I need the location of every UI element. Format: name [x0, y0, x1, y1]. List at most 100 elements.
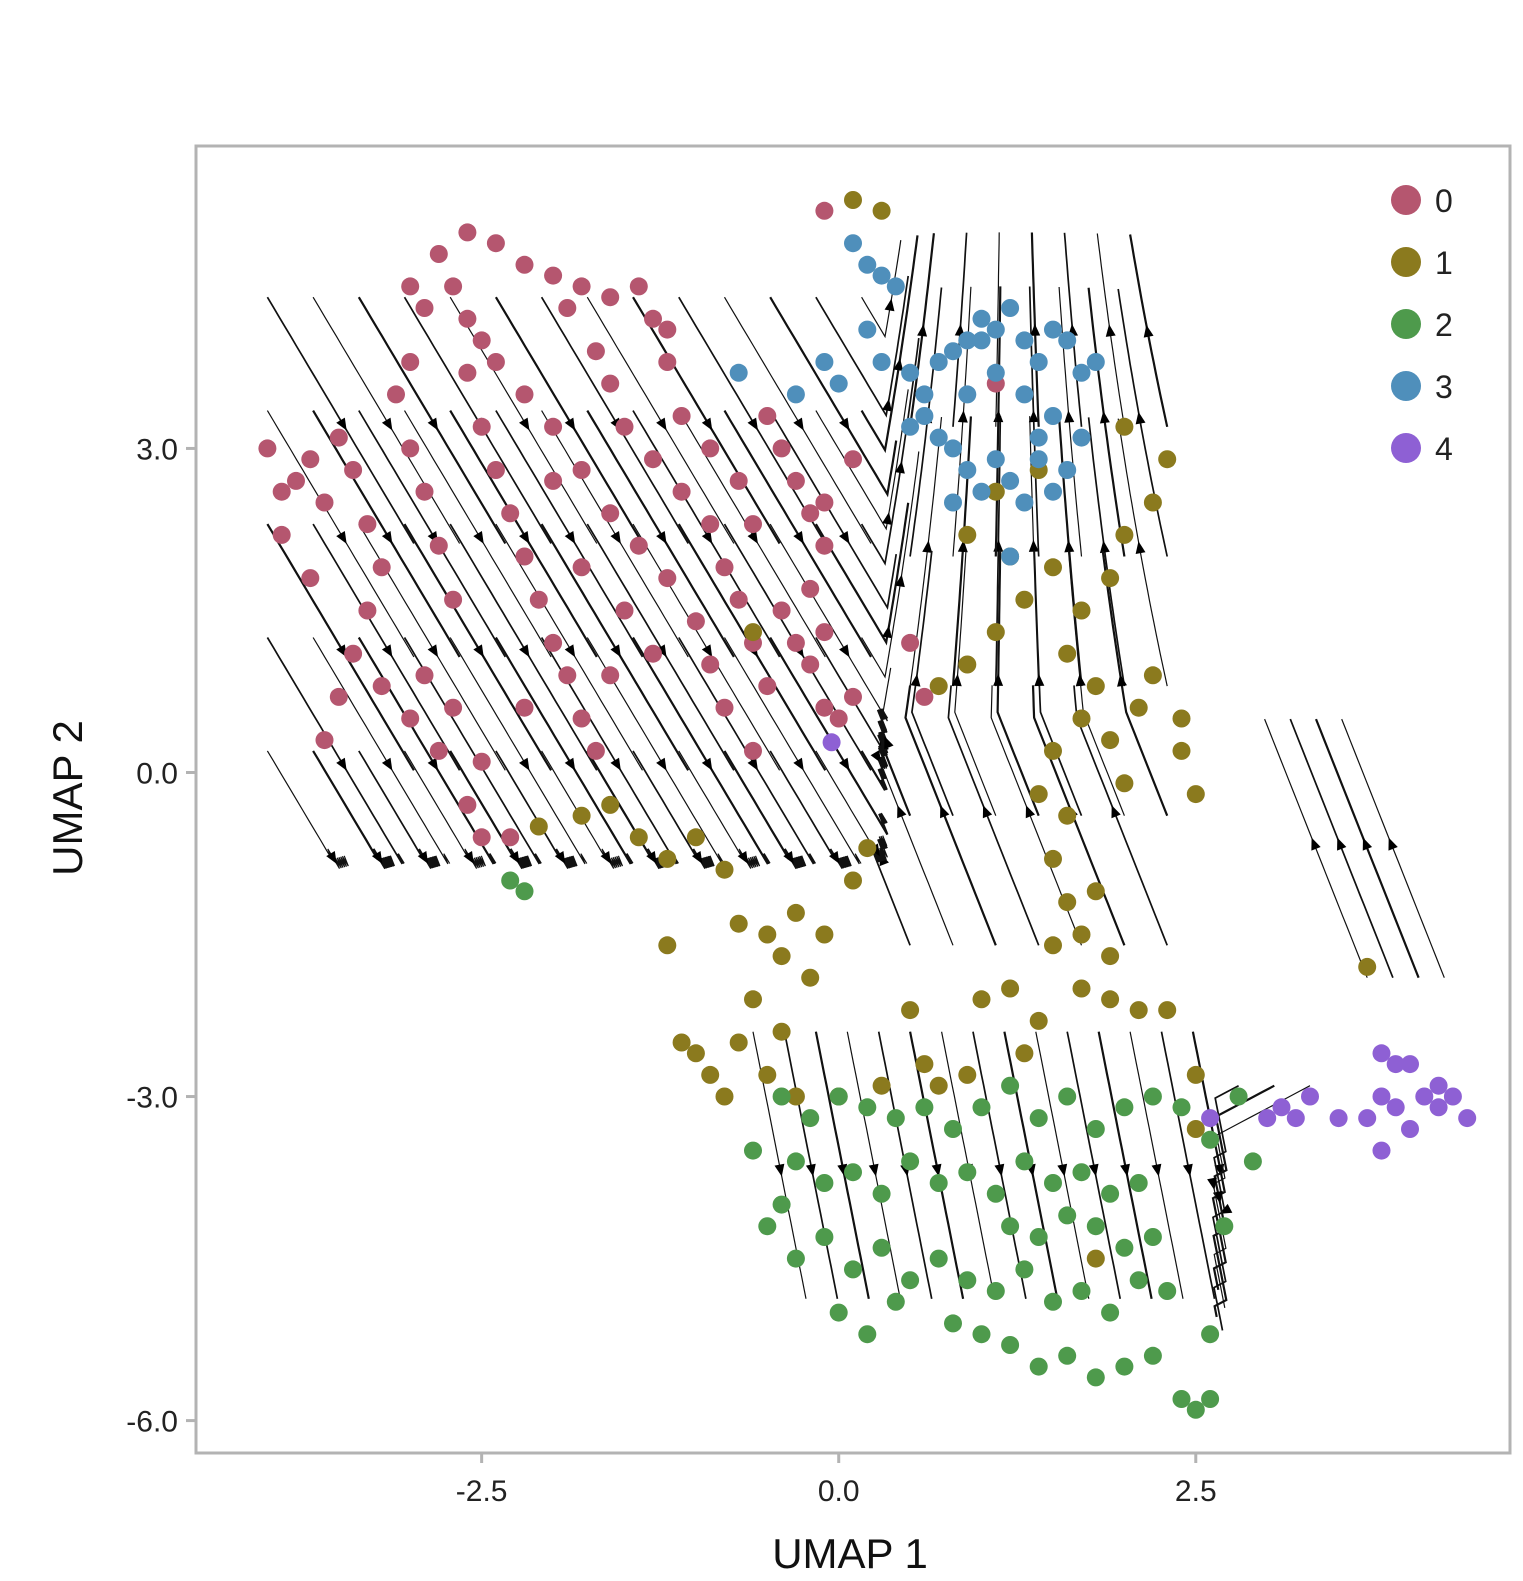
velocity-arrowhead	[957, 410, 968, 423]
cell-point-cluster-4	[1372, 1044, 1391, 1063]
cell-point-cluster-0	[701, 439, 720, 458]
cell-point-cluster-2	[1201, 1130, 1220, 1149]
cell-point-cluster-0	[686, 612, 705, 631]
cell-point-cluster-2	[1072, 1282, 1091, 1300]
cell-point-cluster-0	[815, 536, 834, 555]
velocity-arrowhead	[917, 324, 928, 337]
cell-point-cluster-2	[829, 1303, 848, 1322]
cell-point-cluster-0	[586, 342, 605, 361]
cell-point-cluster-0	[815, 493, 834, 512]
cell-point-cluster-4	[1358, 1109, 1377, 1128]
x-axis: -2.5 0.0 2.5	[456, 1453, 1217, 1508]
cell-point-cluster-2	[1115, 1357, 1134, 1376]
legend-label-0: 0	[1435, 183, 1453, 219]
cell-point-cluster-2	[958, 1163, 977, 1182]
cell-point-cluster-3	[958, 385, 977, 404]
cell-point-cluster-2	[1029, 1228, 1048, 1246]
velocity-arrowhead	[1337, 837, 1347, 851]
velocity-arrowhead	[922, 540, 933, 553]
cell-point-cluster-0	[601, 504, 620, 523]
velocity-arrowhead	[1099, 540, 1110, 554]
velocity-arrowhead	[1111, 805, 1121, 819]
cell-point-cluster-0	[515, 255, 534, 274]
cell-point-cluster-3	[972, 482, 991, 501]
velocity-streamline	[312, 750, 396, 870]
velocity-arrowhead	[1030, 323, 1041, 336]
cell-point-cluster-0	[387, 385, 405, 404]
velocity-arrowhead	[882, 625, 892, 639]
cell-point-cluster-0	[801, 655, 820, 674]
cell-point-cluster-2	[1229, 1087, 1248, 1106]
cell-point-cluster-4	[1429, 1098, 1448, 1117]
cell-point-cluster-0	[672, 407, 691, 425]
cell-point-cluster-2	[815, 1228, 834, 1246]
cell-point-cluster-2	[844, 1260, 862, 1279]
cell-point-cluster-1	[1086, 882, 1105, 901]
cell-point-cluster-0	[258, 439, 277, 458]
velocity-arrowhead	[783, 850, 794, 864]
velocity-arrowhead	[1135, 411, 1146, 425]
legend-swatch-2	[1391, 309, 1421, 339]
cell-point-cluster-0	[272, 525, 291, 544]
velocity-arrowhead	[894, 574, 905, 588]
cell-point-cluster-2	[1201, 1390, 1220, 1408]
cell-point-cluster-3	[1015, 493, 1034, 512]
cell-point-cluster-1	[844, 191, 862, 209]
cell-point-cluster-4	[1258, 1109, 1277, 1128]
legend-label-2: 2	[1435, 307, 1453, 343]
cell-point-cluster-2	[1086, 1120, 1105, 1138]
velocity-arrowhead	[868, 1163, 879, 1177]
cell-point-cluster-3	[1001, 471, 1020, 490]
velocity-arrowhead	[1311, 837, 1321, 851]
cell-point-cluster-0	[915, 687, 934, 706]
cell-point-cluster-0	[486, 353, 505, 371]
cell-point-cluster-1	[1129, 698, 1148, 717]
legend: 0 1 2 3 4	[1391, 183, 1453, 467]
cell-point-cluster-1	[1072, 601, 1091, 620]
velocity-arrowhead	[1388, 837, 1398, 851]
velocity-arrowhead	[957, 539, 968, 553]
cell-point-cluster-4	[1386, 1055, 1405, 1074]
cell-point-cluster-2	[915, 1098, 934, 1117]
cell-point-cluster-1	[1058, 644, 1077, 663]
cell-point-cluster-1	[1115, 774, 1134, 793]
cell-point-cluster-2	[844, 1163, 862, 1182]
velocity-arrowhead	[600, 850, 611, 864]
cell-point-cluster-0	[572, 277, 591, 296]
velocity-arrowhead	[793, 417, 804, 431]
velocity-arrowhead	[509, 850, 520, 864]
cell-point-cluster-1	[1029, 785, 1048, 804]
velocity-arrowhead	[336, 417, 347, 431]
velocity-arrowhead	[1207, 1177, 1217, 1191]
cell-point-cluster-0	[472, 331, 491, 350]
cell-point-cluster-1	[744, 990, 762, 1009]
cell-point-cluster-1	[786, 903, 805, 922]
legend-swatch-4	[1391, 433, 1421, 463]
cell-point-cluster-0	[715, 558, 734, 577]
cell-point-cluster-3	[915, 407, 934, 425]
velocity-arrowhead	[910, 674, 921, 687]
velocity-arrowhead	[982, 805, 993, 819]
cell-point-cluster-2	[1086, 1368, 1105, 1387]
cell-point-cluster-3	[1029, 353, 1048, 371]
velocity-arrowhead	[1088, 1163, 1099, 1177]
cell-point-cluster-2	[772, 1195, 791, 1214]
velocity-arrowhead	[427, 417, 439, 431]
cell-point-cluster-3	[986, 450, 1005, 469]
cell-point-cluster-1	[1158, 1001, 1177, 1020]
cell-point-cluster-2	[886, 1292, 905, 1311]
cell-point-cluster-0	[472, 417, 491, 436]
cell-point-cluster-4	[1401, 1120, 1419, 1138]
cell-point-cluster-1	[929, 1076, 948, 1095]
cell-point-cluster-1	[915, 1055, 934, 1074]
velocity-arrowhead	[1034, 673, 1045, 687]
cell-point-cluster-0	[401, 439, 420, 458]
velocity-arrowhead	[870, 750, 882, 763]
cell-point-cluster-0	[701, 515, 720, 534]
cell-point-cluster-0	[429, 245, 448, 263]
cell-point-cluster-2	[929, 1174, 948, 1192]
cell-point-cluster-2	[972, 1325, 991, 1344]
cell-point-cluster-0	[344, 644, 363, 663]
cell-point-cluster-1	[686, 828, 705, 847]
cell-point-cluster-1	[1186, 1065, 1205, 1084]
